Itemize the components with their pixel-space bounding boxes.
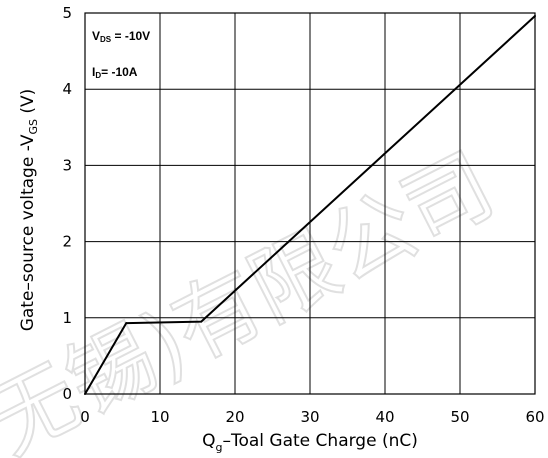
series-line-0 [84, 15, 536, 395]
x-tick-label-0: 0 [80, 408, 90, 426]
data-point-0-3 [534, 15, 536, 18]
annotation-0: VDS = -10V [92, 29, 150, 44]
y-tick-label-3: 3 [62, 156, 72, 174]
data-point-0-0 [84, 393, 86, 395]
x-axis-title-sub: g [216, 441, 223, 454]
x-axis-title-q: Q [202, 431, 215, 451]
data-point-0-2 [200, 320, 203, 323]
watermark-text: 无锡)有限公司 [0, 135, 509, 458]
plot-frame [84, 12, 536, 395]
y-axis-title-unit: (V) [18, 89, 38, 119]
y-tick-label-2: 2 [62, 233, 72, 251]
y-axis-title: Gate–source voltage -VGS (V) [18, 89, 40, 332]
x-tick-label-2: 20 [225, 408, 244, 426]
annotation-1: ID= -10A [92, 65, 138, 80]
x-tick-label-3: 30 [300, 408, 319, 426]
data-point-0-1 [125, 322, 128, 325]
x-tick-label-1: 10 [150, 408, 169, 426]
x-tick-label-5: 50 [450, 408, 469, 426]
y-tick-label-0: 0 [62, 385, 72, 403]
y-axis-title-main: Gate–source voltage -V [18, 134, 38, 331]
y-tick-label-5: 5 [62, 4, 72, 22]
y-axis-title-sub: GS [27, 119, 40, 135]
x-axis-title-rest: –Toal Gate Charge (nC) [222, 431, 417, 451]
x-axis-title: Qg–Toal Gate Charge (nC) [202, 431, 418, 454]
y-tick-label-4: 4 [62, 80, 72, 98]
x-tick-label-4: 40 [375, 408, 394, 426]
x-tick-label-6: 60 [525, 408, 544, 426]
y-tick-label-1: 1 [62, 309, 72, 327]
